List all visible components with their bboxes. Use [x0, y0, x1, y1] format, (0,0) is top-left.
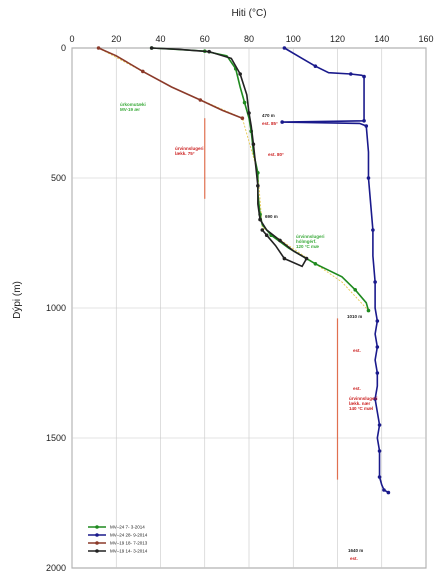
data-point	[366, 308, 371, 313]
series-lines	[96, 46, 391, 495]
legend-marker	[95, 549, 99, 553]
data-point	[242, 100, 247, 105]
data-point	[375, 371, 380, 375]
data-point	[375, 345, 380, 349]
data-point	[382, 488, 386, 492]
y-tick-label: 1500	[46, 433, 66, 443]
data-point	[96, 46, 101, 50]
x-tick-labels: 0 20 40 60 80 100 120 140 160	[69, 34, 433, 44]
legend-label: MV–24 7- 3-2014	[110, 525, 145, 530]
data-point	[313, 262, 318, 266]
data-point	[373, 397, 377, 401]
series-line	[98, 47, 243, 119]
y-tick-labels: 0 500 1000 1500 2000	[46, 43, 66, 573]
y-tick-label: 500	[51, 173, 66, 183]
data-point	[313, 64, 318, 68]
annotation-label: est.	[350, 556, 358, 561]
annotation-label: 470 m	[262, 113, 275, 118]
legend-marker	[95, 525, 99, 529]
annotation-label: 690 m	[265, 214, 278, 219]
annotation-label: úrkomutæki MV-19 ær	[120, 102, 146, 112]
grid-lines	[71, 47, 427, 569]
data-point	[386, 490, 391, 495]
data-point	[377, 449, 382, 453]
data-point	[362, 74, 366, 79]
data-point	[366, 176, 371, 180]
x-tick-label: 20	[111, 34, 121, 44]
data-point	[247, 111, 251, 115]
annotation-label: úrvinnslugeri lækk. nær 140 °C mæl	[349, 396, 378, 411]
x-tick-label: 80	[244, 34, 254, 44]
data-point	[207, 49, 211, 54]
data-point	[251, 142, 256, 146]
data-point	[240, 116, 245, 120]
data-point	[256, 184, 260, 188]
legend-marker	[95, 533, 99, 537]
data-point	[278, 238, 282, 243]
data-point	[260, 228, 265, 232]
data-point	[258, 217, 262, 222]
legend-label: MV–24 28- 9-2014	[110, 533, 148, 538]
data-point	[353, 288, 358, 292]
legend-marker	[95, 541, 99, 545]
series-line	[151, 47, 308, 268]
annotations: úrkomutæki MV-19 ær 470 m est. 85° úrvinnslu…	[120, 102, 378, 561]
data-point	[377, 423, 382, 427]
x-tick-label: 60	[200, 34, 210, 44]
annotation-label: úrvinnslugeri hólmgérf. 120 °C mæ	[296, 234, 325, 249]
data-point	[280, 120, 284, 124]
data-point	[282, 46, 287, 50]
x-tick-label: 120	[330, 34, 345, 44]
data-point	[238, 72, 242, 76]
legend: MV–24 7- 3-2014 MV–24 28- 9-2014 MV–19 18-…	[88, 525, 148, 554]
reference-lines	[204, 118, 339, 480]
data-point	[264, 233, 269, 237]
data-point	[149, 46, 154, 50]
x-tick-label: 100	[286, 34, 301, 44]
data-point	[198, 98, 203, 102]
annotation-label: 1640 m	[348, 548, 363, 553]
data-point	[362, 119, 366, 123]
legend-label: MV–19 14- 3-2014	[110, 549, 148, 554]
data-point	[282, 256, 287, 261]
annotation-label: 1010 m	[347, 314, 362, 319]
trend-line	[98, 47, 369, 311]
data-point	[371, 228, 375, 232]
legend-label: MV–19 18- 7-2013	[110, 541, 148, 546]
y-tick-label: 0	[61, 43, 66, 53]
data-point	[375, 319, 380, 323]
y-tick-label: 2000	[46, 563, 66, 573]
data-point	[373, 280, 377, 284]
data-point	[348, 72, 353, 76]
annotation-label: est.	[353, 386, 361, 391]
y-tick-label: 1000	[46, 303, 66, 313]
annotation-label: est. 80°	[268, 152, 284, 157]
y-axis-title: Dýpi (m)	[12, 281, 23, 319]
x-tick-label: 140	[374, 34, 389, 44]
data-point	[364, 124, 369, 128]
annotation-label: est. 85°	[262, 121, 278, 126]
annotation-label: est.	[353, 348, 361, 353]
data-point	[377, 475, 382, 479]
x-tick-label: 0	[69, 34, 74, 44]
data-point	[141, 69, 145, 74]
x-tick-label: 160	[418, 34, 433, 44]
annotation-label: úrvinnslugeri lækk. 75°	[175, 146, 204, 156]
data-point	[304, 256, 309, 261]
x-tick-label: 40	[155, 34, 165, 44]
x-axis-title: Hiti (°C)	[231, 8, 266, 19]
